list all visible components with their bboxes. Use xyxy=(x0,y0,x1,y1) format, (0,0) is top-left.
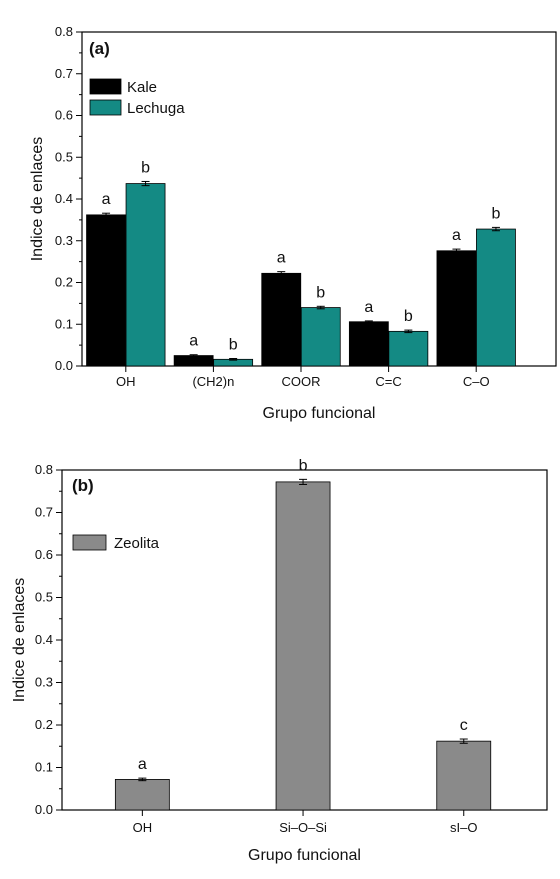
significance-letter: b xyxy=(299,457,308,474)
y-tick-label: 0.8 xyxy=(55,24,73,39)
x-tick-label: (CH2)n xyxy=(192,374,234,389)
bar xyxy=(275,481,331,811)
bar xyxy=(173,355,214,367)
significance-letter: a xyxy=(364,299,373,316)
legend-swatch xyxy=(89,99,122,116)
legend-label: Zeolita xyxy=(114,535,160,552)
x-tick-label: C–O xyxy=(463,374,490,389)
y-tick-label: 0.8 xyxy=(35,462,53,477)
significance-letter: b xyxy=(491,205,500,222)
bar xyxy=(114,779,170,811)
x-tick-label: Si–O–Si xyxy=(279,820,327,835)
x-axis-title: Grupo funcional xyxy=(248,847,361,864)
x-tick-label: OH xyxy=(116,374,136,389)
y-tick-label: 0.5 xyxy=(55,149,73,164)
significance-letter: a xyxy=(102,191,111,208)
x-tick-label: OH xyxy=(133,820,153,835)
bar xyxy=(436,740,492,811)
significance-letter: a xyxy=(189,333,198,350)
x-tick-label: C=C xyxy=(375,374,401,389)
significance-letter: b xyxy=(141,159,150,176)
significance-letter: b xyxy=(404,308,413,325)
y-tick-label: 0.6 xyxy=(55,108,73,123)
legend-label: Kale xyxy=(127,79,157,96)
significance-letter: c xyxy=(460,717,468,734)
y-tick-label: 0.2 xyxy=(55,275,73,290)
y-tick-label: 0.5 xyxy=(35,590,53,605)
bar xyxy=(125,183,166,367)
x-tick-label: sI–O xyxy=(450,820,477,835)
legend-swatch xyxy=(89,78,122,95)
bar xyxy=(261,272,302,367)
bar xyxy=(388,330,429,367)
bar xyxy=(86,214,126,367)
legend-swatch xyxy=(72,534,107,551)
legend-label: Lechuga xyxy=(127,100,185,117)
significance-letter: b xyxy=(229,336,238,353)
y-tick-label: 0.7 xyxy=(55,66,73,81)
panel-label: (a) xyxy=(89,39,110,58)
y-tick-label: 0.7 xyxy=(35,505,53,520)
significance-letter: a xyxy=(277,250,286,267)
y-tick-label: 0.3 xyxy=(55,233,73,248)
panel-b-chart: 0.0 0.1 0.2 0.3 0.4 0.5 0.6 0.7 0.8 OH a Si–O–Si b sI… xyxy=(11,457,548,864)
y-tick-label: 0.2 xyxy=(35,717,53,732)
bar xyxy=(348,321,389,367)
significance-letter: b xyxy=(316,284,325,301)
panel-label: (b) xyxy=(72,476,94,495)
y-tick-label: 0.4 xyxy=(55,191,73,206)
y-tick-label: 0.1 xyxy=(55,316,73,331)
x-axis-title: Grupo funcional xyxy=(263,405,376,422)
y-tick-label: 0.6 xyxy=(35,547,53,562)
y-tick-label: 0.0 xyxy=(55,358,73,373)
significance-letter: a xyxy=(138,756,147,773)
y-tick-label: 0.0 xyxy=(35,802,53,817)
y-tick-label: 0.4 xyxy=(35,632,53,647)
bar xyxy=(300,307,341,367)
panel-a-chart: 0.0 0.1 0.2 0.3 0.4 0.5 0.6 0.7 0.8 OH a b (CH2)n a b C… xyxy=(29,24,557,422)
y-tick-label: 0.3 xyxy=(35,675,53,690)
significance-letter: a xyxy=(452,227,461,244)
x-tick-label: COOR xyxy=(282,374,321,389)
bar xyxy=(476,228,516,367)
bar xyxy=(436,250,477,367)
y-axis-title: Indice de enlaces xyxy=(29,137,46,262)
y-tick-label: 0.1 xyxy=(35,760,53,775)
y-axis-title: Indice de enlaces xyxy=(11,578,28,703)
